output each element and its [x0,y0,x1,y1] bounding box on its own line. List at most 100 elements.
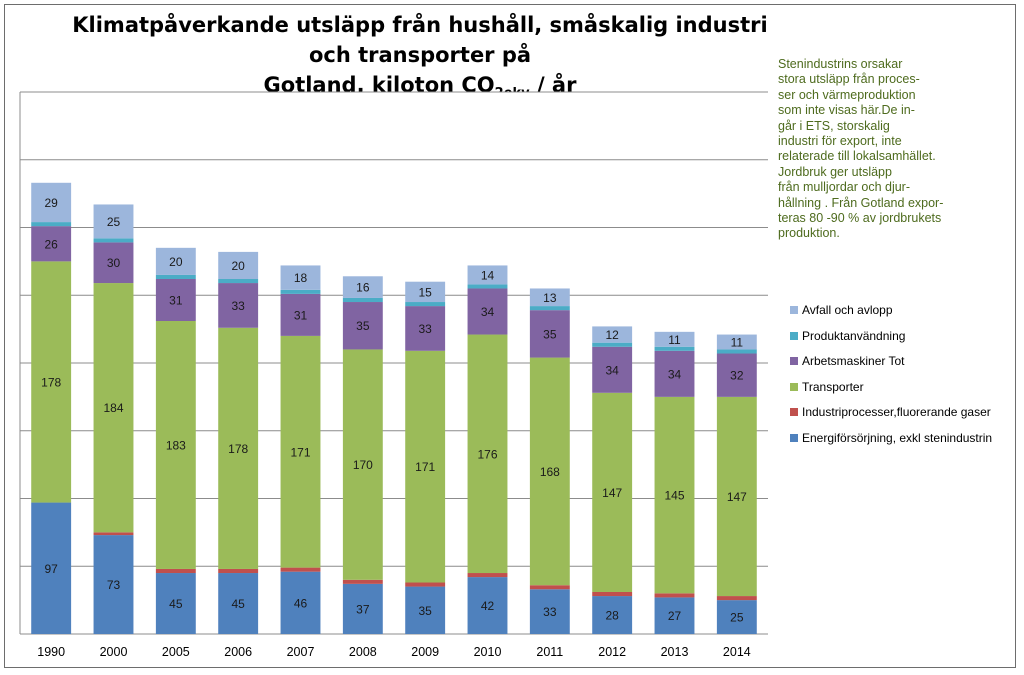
bar-segment [654,597,695,634]
legend-label: Industriprocesser,fluorerande gaser [802,405,991,419]
x-tick-label: 2013 [661,645,689,659]
data-label: 45 [231,597,245,611]
bar-segment [654,396,695,594]
legend-label: Energiförsörjning, exkl stenindustrin [802,430,993,445]
bar-segment [405,306,446,351]
data-label: 33 [418,322,432,336]
data-label: 34 [668,367,682,381]
data-label: 171 [290,445,310,459]
bar-segment [529,589,570,634]
data-label: 176 [477,447,497,461]
data-label: 20 [169,255,183,269]
bar-segment [155,247,196,275]
x-tick-label: 2009 [411,645,439,659]
bar-segment [280,293,321,336]
bar-segment [654,350,695,397]
bar-segment [529,585,570,590]
x-tick-label: 2005 [162,645,190,659]
bar-segment [342,583,383,634]
bar-segment [467,334,508,574]
bar-segment [93,283,134,533]
bar-segment [342,349,383,580]
bar-segment [405,582,446,587]
bar-segment [93,238,134,243]
bar-segment [93,242,134,284]
bar-segment [280,289,321,294]
data-label: 42 [481,599,495,613]
data-label: 147 [727,490,747,504]
legend-swatch [790,331,798,340]
bar-segment [716,353,757,397]
data-label: 168 [540,465,560,479]
bar-segment [155,278,196,321]
data-label: 16 [356,281,370,295]
data-label: 27 [668,609,682,623]
data-label: 12 [605,328,619,342]
bar-segment [592,346,633,393]
legend-label: Arbetsmaskiner Tot [802,354,905,368]
bar-segment [405,586,446,634]
bar-segment [592,596,633,634]
data-label: 25 [107,215,121,229]
data-label: 11 [731,335,744,349]
bar-segment [467,284,508,289]
bar-segment [93,535,134,634]
data-label: 11 [668,333,681,347]
data-label: 14 [481,268,495,282]
legend-swatch [790,382,798,391]
bar-segment [592,392,633,592]
bar-segment [716,396,757,597]
bar-segment [592,342,633,347]
data-label: 178 [41,375,61,389]
data-label: 183 [166,438,186,452]
data-label: 147 [602,486,622,500]
x-tick-label: 2008 [349,645,377,659]
bar-segment [280,571,321,634]
bar-segment [155,573,196,634]
legend-swatch [790,433,798,442]
bar-segment [218,573,259,634]
bar-segment [405,350,446,583]
bar-segment [592,591,633,597]
data-label: 34 [481,305,495,319]
bar-segment [31,226,72,262]
data-label: 28 [605,609,619,623]
data-label: 31 [294,308,308,322]
x-tick-label: 2014 [723,645,751,659]
legend-swatch [790,357,798,365]
data-label: 29 [44,196,58,210]
bar-segment [529,306,570,311]
data-label: 26 [44,237,58,251]
bar-segment [280,265,321,290]
bar-segment [342,302,383,350]
legend-label: Avfall och avlopp [802,303,893,317]
data-label: 15 [418,285,432,299]
bar-segment [218,283,259,328]
bar-segment [654,593,695,598]
bar-segment [31,182,72,223]
x-tick-label: 2010 [474,645,502,659]
data-label: 97 [44,562,58,576]
bar-segment [342,276,383,298]
x-tick-label: 2000 [100,645,128,659]
bar-segment [654,346,695,351]
bar-segment [31,222,72,227]
data-label: 45 [169,597,183,611]
data-label: 32 [730,369,744,383]
bar-segment [218,327,259,569]
data-label: 18 [294,271,308,285]
legend-swatch [790,408,798,416]
bar-segment [529,288,570,307]
data-label: 33 [231,299,245,313]
x-tick-label: 2007 [287,645,315,659]
bar-segment [342,297,383,303]
bar-segment [155,320,196,569]
side-note: Stenindustrins orsakar stora utsläpp frå… [778,57,944,241]
legend-label: Transporter [802,379,864,394]
data-label: 37 [356,602,370,616]
bar-segment [716,596,757,601]
data-label: 35 [356,319,370,333]
data-label: 145 [664,489,684,503]
bar-segment [218,251,259,279]
